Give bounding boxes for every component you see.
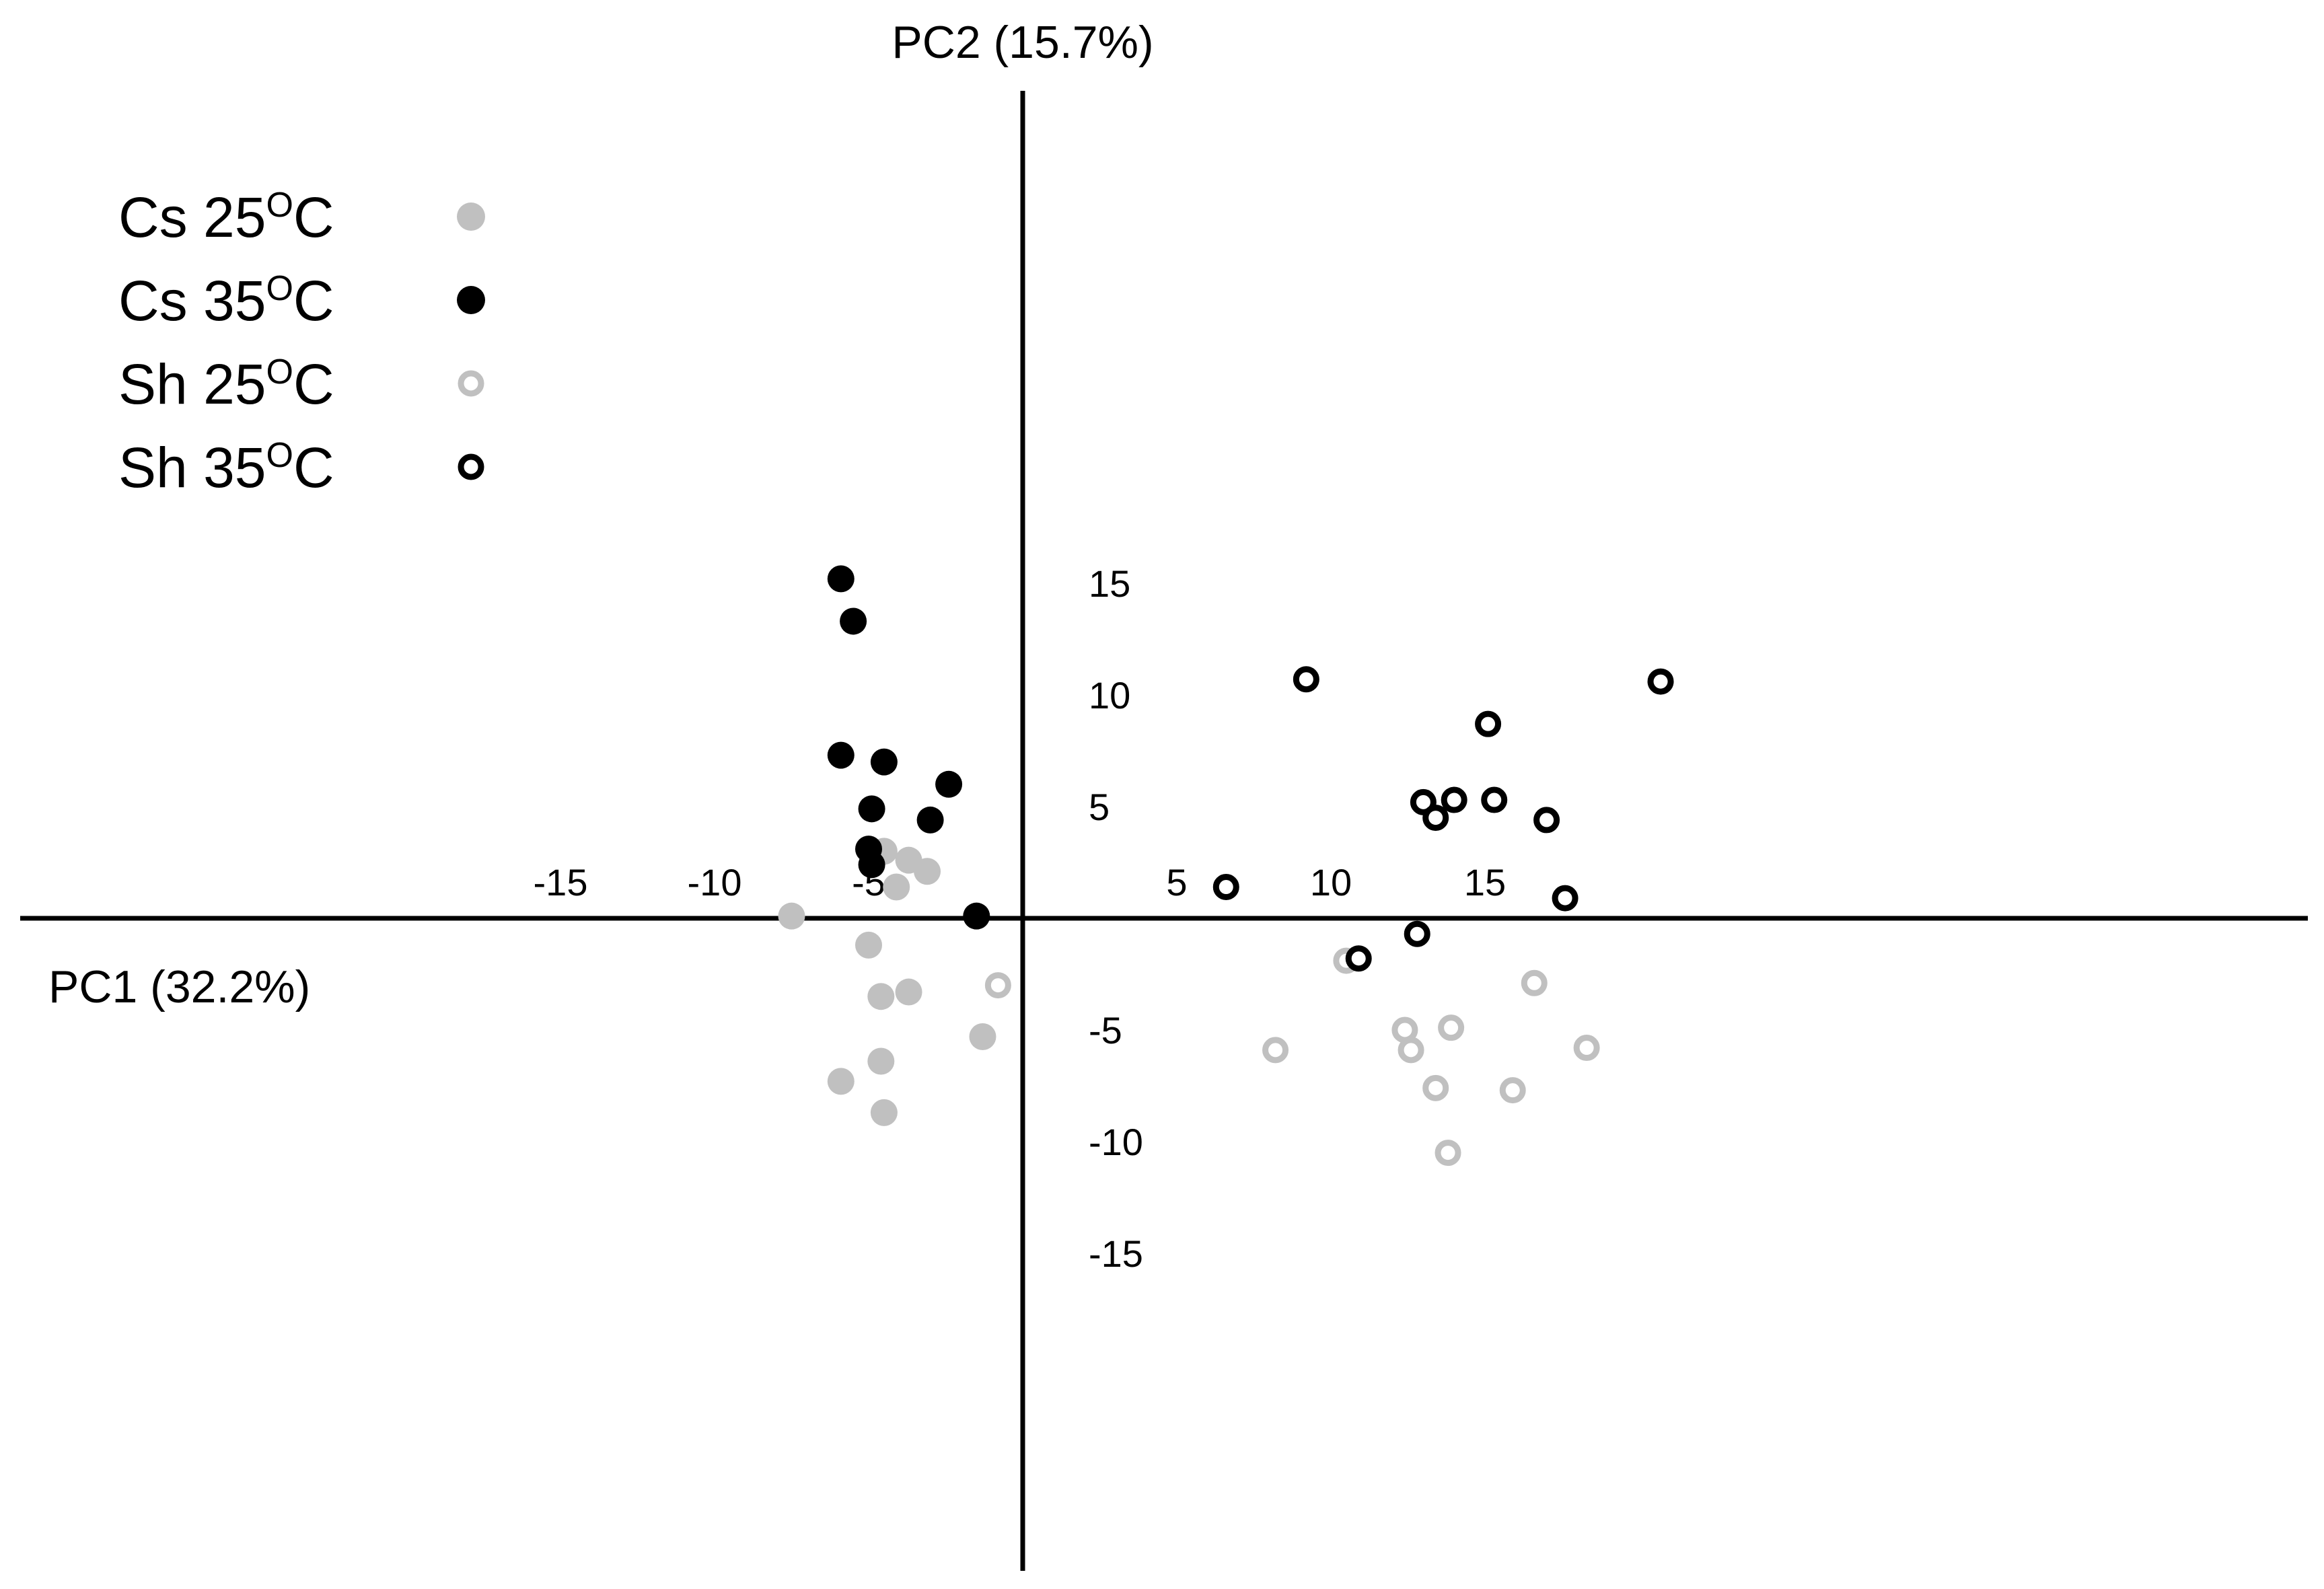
y-tick-label: 5 [1089,786,1110,828]
legend-marker [457,286,485,314]
data-point [895,978,922,1006]
data-point [1435,1140,1461,1167]
data-point [916,806,944,834]
data-point [969,1023,996,1050]
y-tick-label: -15 [1089,1232,1143,1275]
data-point [1345,945,1372,972]
data-point [870,748,898,776]
data-point [1552,885,1578,912]
legend-marker [458,453,484,480]
data-point [984,972,1011,999]
data-point [1404,920,1430,947]
data-point [1212,874,1239,901]
legend-label: Sh 25OC [118,353,334,416]
legend: Cs 25OC Cs 35OC Sh 25OC Sh 35OC [118,186,485,499]
data-point [858,851,885,879]
series-group [1212,666,1674,972]
series-group [827,565,990,930]
x-tick-label: 15 [1464,861,1506,903]
legend-item: Cs 35OC [118,269,485,332]
legend-item: Sh 25OC [118,353,484,416]
data-point [778,902,805,930]
data-point [1475,710,1502,737]
y-tick-label: 10 [1089,674,1130,716]
legend-label: Cs 25OC [118,186,334,249]
data-point [1481,786,1508,813]
data-point [827,565,855,593]
legend-item: Cs 25OC [118,186,485,249]
x-tick-label: -10 [688,861,742,903]
x-axis-title: PC1 (32.2%) [48,961,310,1012]
x-tick-label: 5 [1166,861,1187,903]
data-point [914,858,941,885]
data-points [778,565,1674,1167]
data-point [1647,668,1674,695]
x-tick-label: -15 [534,861,588,903]
data-point [1441,786,1467,813]
data-point [1293,666,1319,693]
data-point [1573,1035,1600,1062]
x-tick-label: 10 [1310,861,1352,903]
data-point [935,770,963,798]
y-tick-label: -5 [1089,1009,1122,1051]
legend-item: Sh 35OC [118,436,484,499]
legend-label: Sh 35OC [118,436,334,499]
data-point [867,1047,895,1075]
y-axis-title: PC2 (15.7%) [892,17,1153,68]
data-point [858,795,885,823]
y-tick-labels: 15 10 5 -5 -10 -15 [1089,562,1143,1275]
data-point [883,873,910,901]
data-point [1438,1014,1465,1041]
data-point [855,931,882,959]
y-tick-label: -10 [1089,1121,1143,1163]
data-point [1499,1077,1526,1104]
series-group [984,947,1600,1167]
data-point [827,741,855,769]
legend-marker [457,202,485,231]
x-tick-labels: -15 -10 -5 5 10 15 [534,861,1506,903]
data-point [1262,1037,1289,1064]
data-point [1521,969,1548,996]
data-point [1533,807,1560,834]
data-point [827,1068,855,1095]
data-point [867,983,895,1010]
data-point [840,607,867,635]
data-point [1397,1037,1424,1064]
y-tick-label: 15 [1089,562,1130,605]
series-group [778,838,996,1126]
data-point [1422,805,1449,832]
data-point [870,1099,898,1126]
data-point [1422,1074,1449,1101]
legend-marker [458,370,484,397]
legend-label: Cs 35OC [118,269,334,332]
data-point [963,902,990,930]
